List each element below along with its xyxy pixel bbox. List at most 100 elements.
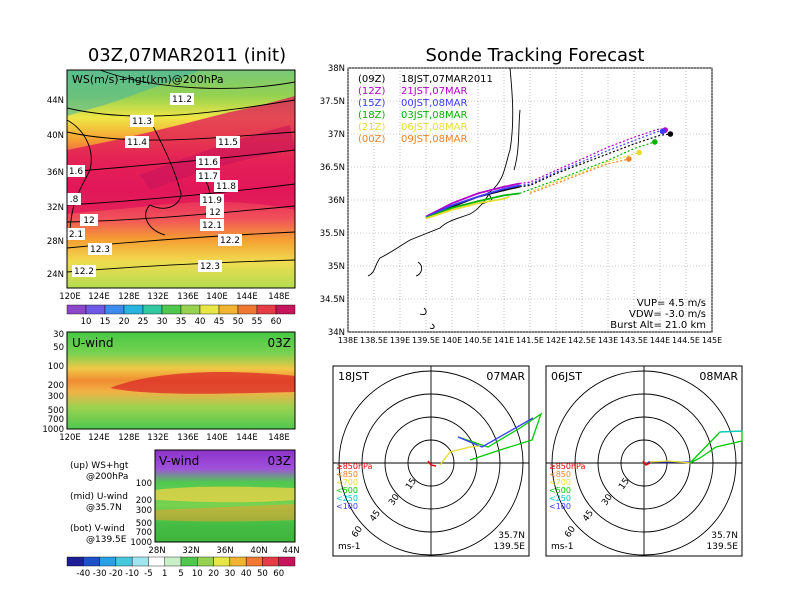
- wind-colorbar-label: 40: [241, 569, 252, 579]
- tracking-ytick: 37N: [328, 130, 345, 140]
- vwind-panel: V-wind 03Z 100 200 300 500 700 1000 28N …: [130, 449, 300, 556]
- param-vdw: VDW= -3.0 m/s: [629, 309, 706, 320]
- legend-label: 06JST,08MAR: [401, 122, 468, 133]
- tracking-series: [425, 127, 674, 220]
- map-upper-green: [67, 70, 200, 116]
- hodo-right-unit: ms-1: [551, 542, 573, 552]
- wind-colorbar-label: 50: [257, 569, 268, 579]
- track-line-solid: [425, 182, 520, 218]
- vwind-xticks: 28N 32N 36N 40N 44N: [148, 546, 299, 556]
- map-ytick: 40N: [47, 131, 64, 141]
- hodo-right-lat: 35.7N: [711, 531, 738, 541]
- ws-colorbar-swatch: [256, 304, 277, 315]
- ws-colorbar-label: 50: [233, 317, 244, 327]
- hodo-left-lon: 139.5E: [494, 542, 526, 552]
- wind-colorbar-label: -40: [76, 569, 90, 579]
- hodo-left-unit: ms-1: [338, 542, 360, 552]
- tracking-xtick: 142.5E: [568, 336, 596, 345]
- map-contours: [66, 69, 296, 273]
- vwind-ytick: 200: [136, 496, 152, 506]
- uwind-ytick: 500: [48, 406, 64, 416]
- hodograph-right: 15 30 45 60 06JST 08MAR 35.7N 139.5E ms-…: [545, 365, 743, 557]
- wind-colorbar-label: -20: [109, 569, 123, 579]
- map-ytick: 24N: [47, 270, 64, 280]
- vwind-band-1: [155, 486, 295, 503]
- tracking-ytick: 36.5N: [320, 163, 345, 173]
- wind-colorbar-swatch: [197, 556, 214, 567]
- param-vup: VUP= 4.5 m/s: [637, 298, 706, 309]
- ws-colorbar-label: 10: [81, 317, 92, 327]
- panel-notes: (up) WS+hgt @200hPa (mid) U-wind @35.7N …: [70, 461, 129, 545]
- ws-colorbar: 10 15 20 25 30 35 40 45 50 55 60: [66, 304, 296, 327]
- tracking-yticks: 34N 34.5N 35N 35.5N 36N 36.5N 37N 37.5N 38N: [320, 64, 345, 338]
- map-ytick: 36N: [47, 168, 64, 178]
- vwind-ytick: 1000: [130, 538, 152, 548]
- wind-colorbar-swatch: [99, 556, 117, 567]
- hodo-left-date: 07MAR: [486, 370, 525, 383]
- tracking-ytick: 36N: [328, 196, 345, 206]
- contour-label: 11.7: [198, 172, 218, 182]
- tracking-xtick: 145E: [702, 336, 722, 345]
- hodo-right-date: 08MAR: [699, 370, 738, 383]
- level-label: ≥850hPa: [549, 462, 586, 471]
- uwind-ytick: 100: [48, 362, 64, 372]
- ws-colorbar-swatch: [66, 304, 87, 315]
- wind-colorbar-swatch: [213, 556, 231, 567]
- ws-colorbar-swatch: [161, 304, 182, 315]
- vwind-ytick: 500: [136, 519, 152, 529]
- legend-code: (15Z): [358, 98, 385, 109]
- track-end-point: [667, 131, 674, 137]
- wind-colorbar-label: 5: [178, 569, 183, 579]
- level-label: <100: [336, 502, 358, 511]
- wind-colorbar-swatch: [229, 556, 247, 567]
- tracking-xtick: 144.5E: [672, 336, 700, 345]
- param-burst: Burst Alt= 21.0 km: [610, 320, 706, 331]
- ws-colorbar-swatch: [199, 304, 220, 315]
- map-xtick: 120E: [59, 292, 81, 302]
- level-label: <100: [549, 502, 571, 511]
- ws-colorbar-swatch: [218, 304, 239, 315]
- vwind-xtick: 36N: [216, 546, 233, 556]
- track-line-solid: [425, 184, 520, 219]
- tracking-panel: (09Z) 18JST,07MAR2011 (12Z) 21JST,07MAR …: [320, 64, 722, 345]
- vwind-ytick: 700: [136, 528, 152, 538]
- uwind-ytick: 30: [53, 330, 64, 340]
- tracking-xticks: 138E 138.5E 139E 139.5E 140E 140.5E 141E 141.5E…: [338, 336, 722, 345]
- uwind-ytick: 1000: [42, 425, 64, 435]
- ws-colorbar-swatch: [85, 304, 106, 315]
- hodo-right-trace-cyan: [719, 430, 743, 433]
- vwind-time: 03Z: [268, 454, 292, 468]
- hodo-right-ring-labels: 15 30 45 60: [563, 477, 632, 540]
- wind-colorbar-swatch: [262, 556, 279, 567]
- vwind-xtick: 32N: [182, 546, 199, 556]
- map-frame: [66, 69, 296, 289]
- ws-colorbar-swatch: [275, 304, 296, 315]
- tracking-legend: (09Z) 18JST,07MAR2011 (12Z) 21JST,07MAR …: [358, 74, 493, 145]
- legend-label: 03JST,08MAR: [401, 110, 468, 121]
- ws-colorbar-label: 30: [157, 317, 168, 327]
- tracking-params: VUP= 4.5 m/s VDW= -3.0 m/s Burst Alt= 21…: [610, 298, 706, 331]
- track-end-point: [626, 156, 632, 162]
- map-xtick: 136E: [177, 292, 199, 302]
- contour-label: 11.5: [218, 138, 238, 148]
- uwind-xtick: 128E: [118, 433, 140, 443]
- uwind-ytick: 50: [53, 343, 64, 353]
- contour-label: 11.8: [216, 182, 236, 192]
- uwind-xtick: 148E: [268, 433, 290, 443]
- note-line: @139.5E: [86, 535, 127, 545]
- hodo-left-trace-red: [427, 460, 437, 467]
- track-end-point: [636, 149, 642, 156]
- uwind-xticks: 120E 124E 128E 132E 136E 140E 144E 148E: [59, 433, 290, 443]
- wind-colorbar-swatch: [66, 556, 84, 567]
- ws-colorbar-label: 15: [100, 317, 111, 327]
- ws-colorbar-label: 25: [138, 317, 149, 327]
- map-yticks: 24N 28N 32N 36N 40N 44N: [47, 96, 64, 280]
- contour-label: 12: [209, 208, 220, 218]
- tracking-xtick: 143E: [598, 336, 618, 345]
- left-title: 03Z,07MAR2011 (init): [88, 45, 286, 66]
- ws-colorbar-label: 60: [271, 317, 282, 327]
- wind-colorbar-label: 1: [162, 569, 167, 579]
- ws-colorbar-swatch: [123, 304, 144, 315]
- contour-label: 1.6: [69, 167, 84, 177]
